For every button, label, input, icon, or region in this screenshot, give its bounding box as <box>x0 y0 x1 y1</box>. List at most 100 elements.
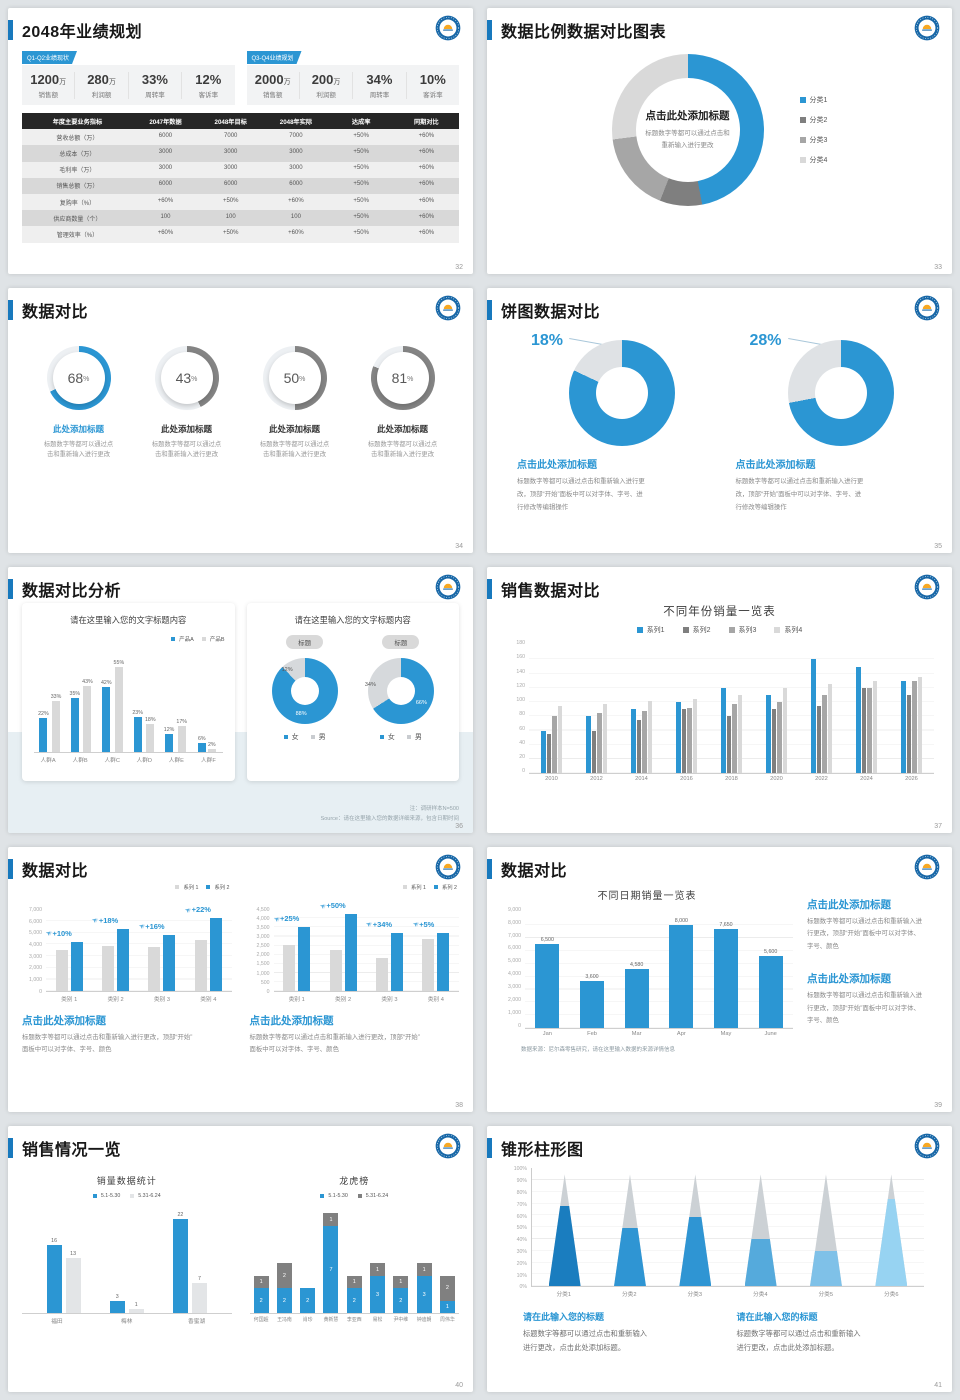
slide-title: 数据对比 <box>22 303 89 321</box>
category-axis: 类别 1 类别 2 类别 3 类别 4 <box>274 994 460 1003</box>
stack-segment-blue: 2 <box>276 1288 292 1314</box>
bar <box>647 700 652 774</box>
gauge-center: 81% <box>376 351 429 404</box>
bar <box>827 684 832 774</box>
title-accent-bar <box>8 1138 13 1159</box>
slide-37-sales-compare[interactable]: 销售数据对比 不同年份销量一览表 系列1 系列2 系列3 系列4 0 20 40 60 80 1… <box>487 567 952 833</box>
slide-35-pie-compare[interactable]: 饼图数据对比 18% 点击此处添加标题 标题数字等都可以通过点击和重新输入进行更 改，… <box>487 287 952 554</box>
caption-line: 标题数字等都可以通过点击和重新输入 <box>736 1329 861 1339</box>
legend-item: 系列1 <box>636 625 665 635</box>
bar-wrap: 1 <box>128 1302 144 1314</box>
donut-chart-area: 点击此处添加标题 标题数字等都可以通过点击和 重新输入进行更改 分类1 分类2 分类… <box>501 54 938 206</box>
legend-item: 系列4 <box>774 625 802 635</box>
source-note: 数据来源：尼尔森零售研究，请在这里输入数据的来源详情信息 <box>521 1046 676 1053</box>
slide-32-performance-plan[interactable]: 2048年业绩规划 Q1-Q2业绩现状 1200万 销售额 280万 利润额 33% 周转率… <box>8 8 473 274</box>
page-number: 40 <box>455 1382 463 1389</box>
stack-segment-gray: 1 <box>323 1213 339 1226</box>
stat-value: 33% <box>141 72 168 87</box>
legend-swatch <box>433 884 438 889</box>
table-cell: +50% <box>222 229 239 236</box>
legend-swatch <box>310 735 315 740</box>
bar-plot: 22% 33% 35% 43% 42% 55% 23% 18% 12% 17% 6% 2% <box>34 656 223 754</box>
growth-value: +10% <box>52 928 72 938</box>
bar <box>209 918 222 991</box>
slide-38-data-compare[interactable]: 数据对比 系列 1 系列 2 0 1,000 2,000 3,000 4,000 5,000 6… <box>8 846 473 1113</box>
bar-group <box>844 666 889 774</box>
bar-wrap: 42% <box>101 680 112 753</box>
chart-pair: 销量数据统计 5.1-5.30 5.31-6.24 16 13 3 1 22 7 福田 梅林香… <box>22 1166 459 1325</box>
growth-value: +16% <box>145 921 165 931</box>
desc-line: 改，顶部“开始”面板中可以对字体、字号、进 <box>735 490 862 498</box>
bar <box>172 1218 188 1314</box>
category-label: 2012 <box>590 776 603 783</box>
category-label: 2020 <box>770 776 783 783</box>
legend-item: 男 <box>310 732 326 742</box>
category-axis: 分类1 分类2 分类3 分类4 分类5 分类6 <box>531 1289 924 1298</box>
legend-swatch <box>774 627 781 634</box>
category-label: 周伟华 <box>440 1318 455 1324</box>
y-tick-label: 10% <box>516 1272 527 1279</box>
chart-legend: 5.1-5.30 5.31-6.24 <box>250 1193 460 1199</box>
bar <box>580 981 604 1028</box>
header-cell: 年度主要业务指标 <box>52 118 103 126</box>
slide-39-daily-sales[interactable]: 数据对比 不同日期销量一览表 0 1,000 2,000 3,000 4,000 5,00… <box>487 846 952 1113</box>
percent-label: 28% <box>749 331 782 349</box>
gauge-ring: 68% <box>46 345 111 410</box>
bar-group: 8,000 <box>659 918 704 1028</box>
slice-label: 88% <box>295 711 307 718</box>
table-cell: +50% <box>353 181 369 188</box>
bar <box>822 694 827 774</box>
table-cell: 3000 <box>158 165 173 172</box>
page-number: 35 <box>934 543 942 551</box>
bar-wrap: 5,600 <box>758 949 783 1028</box>
slide-40-sales-overview[interactable]: 销售情况一览 销量数据统计 5.1-5.30 5.31-6.24 16 13 3 1 22… <box>8 1126 473 1392</box>
donut-center-line: 标题数字等都可以通过点击和 <box>645 129 730 137</box>
donut-chart: 12% 88% <box>271 658 338 725</box>
stat-item: 34% 周转率 <box>352 72 405 99</box>
card-title: 请在这里输入您的文字标题内容 <box>70 615 187 626</box>
caption-line: 进行更改，点击此处添加标题。 <box>736 1342 839 1352</box>
category-label: 人群D <box>136 758 153 765</box>
table-cell: 复购率（%） <box>59 200 96 207</box>
donut-hole <box>596 366 648 419</box>
table-cell: 3000 <box>158 148 173 155</box>
caption-title: 点击此处添加标题 <box>22 1014 106 1027</box>
block-desc: 标题数字等都可以通过点击和重新输入进行更 改，顶部“开始”面板中可以对字体、字号、… <box>517 475 704 514</box>
slide-33-ratio-donut[interactable]: 数据比例数据对比图表 点击此处添加标题 标题数字等都可以通过点击和 重新输入进行… <box>487 8 952 274</box>
slide-41-cone-chart[interactable]: 锥形柱形图 0% 10% 20% 30% 40% 50% 60% 70% 80% 90% 100% … <box>487 1126 952 1392</box>
bar <box>624 968 649 1028</box>
bar <box>732 704 737 774</box>
slide-34-gauges[interactable]: 数据对比 68% 此处添加标题 标题数字等都可以通过点 击和重新输入进行更改 43% 此处… <box>8 287 473 554</box>
stack-segment-gray: 1 <box>346 1275 362 1289</box>
bar <box>602 703 607 774</box>
y-tick-label: 1,000 <box>256 970 270 977</box>
company-logo-icon <box>914 1133 940 1159</box>
gauge-title: 此处添加标题 <box>268 423 320 434</box>
caption-title: 请在此输入您的标题 <box>523 1312 605 1323</box>
bar <box>109 1300 125 1314</box>
category-label: 人群A <box>40 758 56 765</box>
chart-legend: 系列1 系列2 系列3 系列4 <box>501 625 938 635</box>
slide-36-analysis[interactable]: 数据对比分析 请在这里输入您的文字标题内容 产品A 产品B 22% 33% 35% 43… <box>8 567 473 833</box>
y-tick-label: 8,000 <box>508 919 521 926</box>
category-label: 2026 <box>905 776 918 783</box>
growth-annotation: ➤ +10% <box>45 928 72 938</box>
bar-group: 22 7 <box>158 1212 221 1314</box>
bar-wrap: 2% <box>207 742 216 753</box>
bar <box>811 659 816 774</box>
bar-value: 22% <box>38 711 49 718</box>
bar-value: 23% <box>132 709 143 716</box>
slice-label: 34% <box>364 682 376 689</box>
stat-item: 2000万 销售额 <box>247 72 299 99</box>
growth-value: +25% <box>279 914 300 924</box>
slide-header: 数据对比 <box>487 857 938 881</box>
company-logo-icon <box>914 854 940 880</box>
growth-annotation: ➤ +5% <box>411 920 434 929</box>
legend-label: 分类4 <box>809 157 828 164</box>
caption-line: 标题数字等都可以通过点击和重新输入进 <box>807 992 923 1000</box>
legend-item: 女 <box>283 732 299 742</box>
category-label: 类别 3 <box>381 996 398 1003</box>
header-cell: 同期对比 <box>414 118 439 126</box>
